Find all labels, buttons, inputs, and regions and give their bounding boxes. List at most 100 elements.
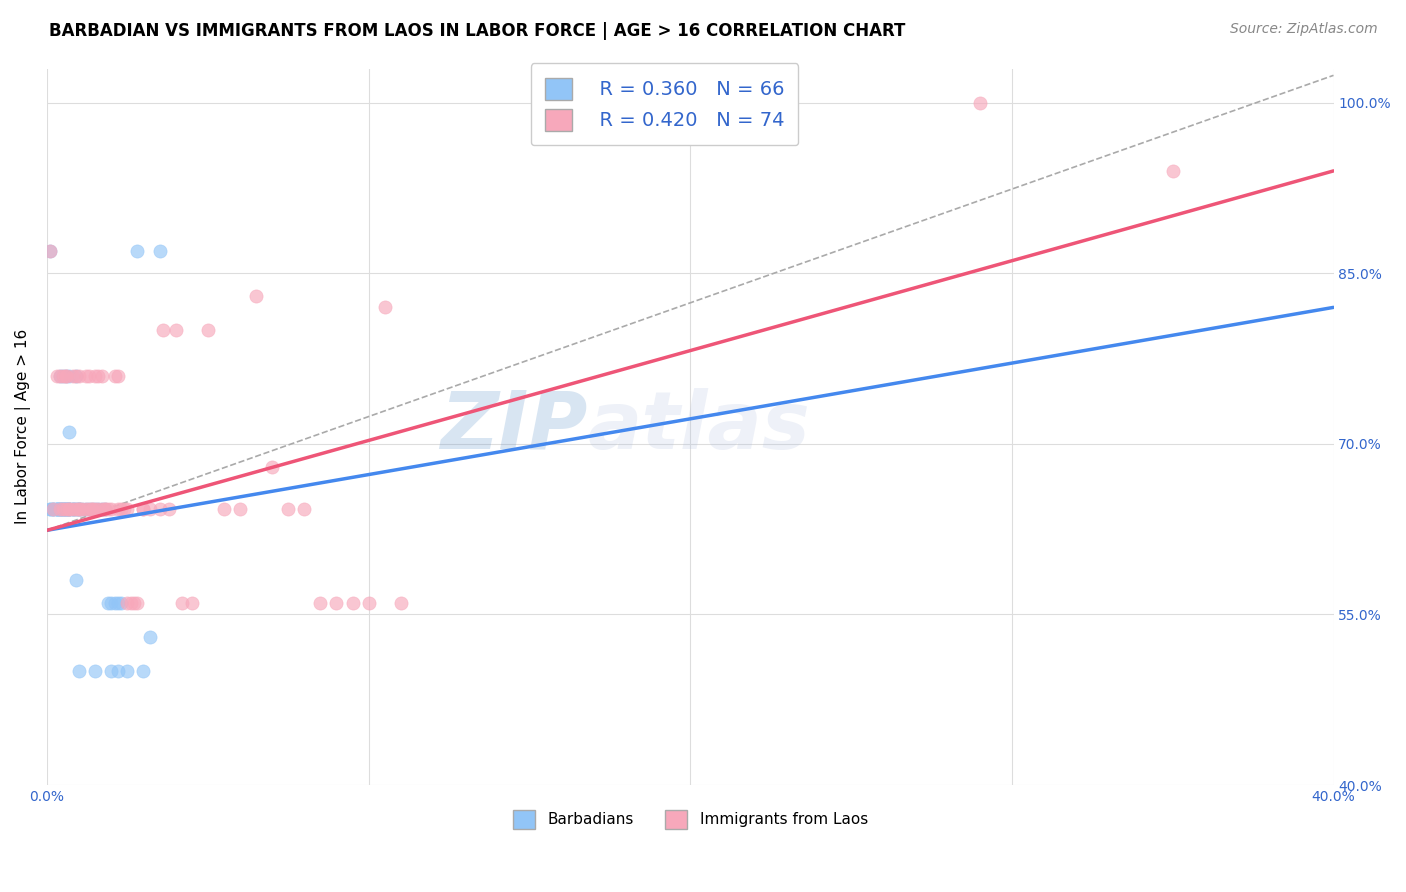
Point [45, 501, 67, 516]
Point [49, 501, 72, 516]
Point [87, 501, 110, 516]
Point [107, 501, 129, 516]
Point [55, 501, 77, 516]
Point [49, 368, 72, 383]
Point [125, 596, 148, 610]
Point [55, 501, 77, 516]
Point [45, 501, 67, 516]
Point [969, 95, 991, 110]
Point [107, 596, 129, 610]
Point [39, 244, 62, 258]
Point [139, 630, 162, 644]
Point [49, 501, 72, 516]
Point [52, 368, 75, 383]
Point [49, 368, 72, 383]
Point [55, 501, 77, 516]
Point [62, 501, 84, 516]
Point [87, 368, 110, 383]
Point [357, 596, 380, 610]
Point [52, 501, 75, 516]
Point [325, 596, 347, 610]
Point [58, 425, 80, 440]
Point [39, 501, 62, 516]
Point [62, 368, 84, 383]
Point [39, 501, 62, 516]
Point [67, 501, 90, 516]
Point [58, 501, 80, 516]
Point [180, 596, 202, 610]
Point [94, 501, 117, 516]
Point [52, 501, 75, 516]
Point [80, 501, 103, 516]
Point [58, 368, 80, 383]
Point [52, 501, 75, 516]
Point [62, 501, 84, 516]
Point [148, 244, 170, 258]
Point [157, 501, 180, 516]
Point [49, 501, 72, 516]
Point [58, 501, 80, 516]
Point [49, 501, 72, 516]
Point [97, 501, 120, 516]
Point [65, 501, 87, 516]
Point [77, 501, 100, 516]
Point [39, 244, 62, 258]
Point [1161, 164, 1184, 178]
Point [49, 501, 72, 516]
Point [342, 596, 364, 610]
Point [55, 501, 77, 516]
Text: ZIP: ZIP [440, 388, 588, 466]
Point [97, 596, 120, 610]
Text: Source: ZipAtlas.com: Source: ZipAtlas.com [1230, 22, 1378, 37]
Point [245, 289, 267, 303]
Point [100, 596, 122, 610]
Point [75, 368, 97, 383]
Point [84, 368, 107, 383]
Point [110, 501, 132, 516]
Point [77, 501, 100, 516]
Legend: Barbadians, Immigrants from Laos: Barbadians, Immigrants from Laos [506, 804, 875, 835]
Point [80, 501, 103, 516]
Point [197, 323, 219, 337]
Point [65, 368, 87, 383]
Point [45, 501, 67, 516]
Point [45, 368, 67, 383]
Point [229, 501, 252, 516]
Point [55, 368, 77, 383]
Point [80, 501, 103, 516]
Point [107, 368, 129, 383]
Point [117, 665, 139, 679]
Point [374, 301, 396, 315]
Point [42, 501, 65, 516]
Point [212, 501, 235, 516]
Point [65, 368, 87, 383]
Point [103, 596, 125, 610]
Point [389, 596, 412, 610]
Point [117, 501, 139, 516]
Point [67, 501, 90, 516]
Point [58, 501, 80, 516]
Point [107, 665, 129, 679]
Point [67, 368, 90, 383]
Point [62, 501, 84, 516]
Point [112, 501, 135, 516]
Y-axis label: In Labor Force | Age > 16: In Labor Force | Age > 16 [15, 329, 31, 524]
Point [55, 368, 77, 383]
Point [52, 368, 75, 383]
Point [125, 244, 148, 258]
Point [67, 501, 90, 516]
Point [103, 368, 125, 383]
Point [67, 501, 90, 516]
Point [90, 501, 112, 516]
Point [58, 501, 80, 516]
Point [84, 665, 107, 679]
Point [165, 323, 187, 337]
Text: atlas: atlas [588, 388, 810, 466]
Point [45, 501, 67, 516]
Point [72, 501, 94, 516]
Point [132, 501, 155, 516]
Point [84, 501, 107, 516]
Point [90, 501, 112, 516]
Point [65, 501, 87, 516]
Point [75, 501, 97, 516]
